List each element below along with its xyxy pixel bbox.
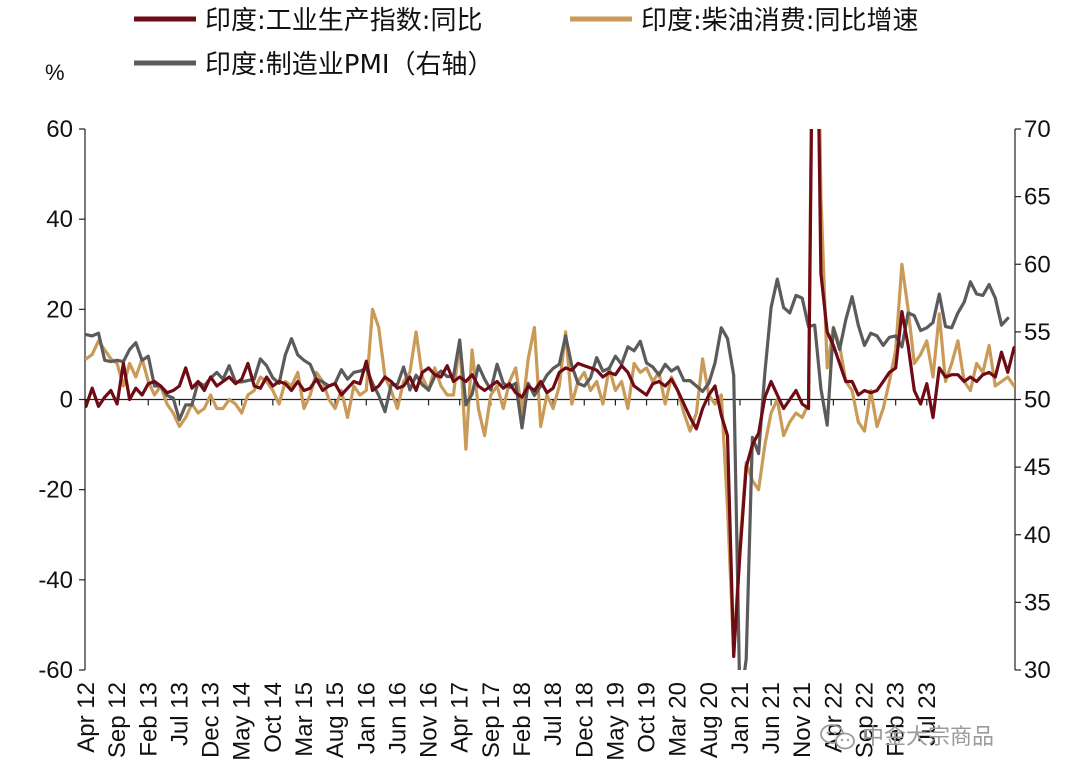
left-y-tick-label: 60 <box>46 116 73 143</box>
right-y-tick-label: 40 <box>1024 522 1051 549</box>
watermark-text: 中金大宗商品 <box>862 725 994 750</box>
x-tick-label: Aug 20 <box>696 682 723 758</box>
x-tick-label: Mar 20 <box>665 682 692 757</box>
right-y-tick-label: 60 <box>1024 251 1051 278</box>
legend-label-industrial-production: 印度:工业生产指数:同比 <box>205 6 483 36</box>
right-y-tick-label: 55 <box>1024 319 1051 346</box>
x-tick-label: Feb 18 <box>509 682 536 757</box>
x-tick-label: Mar 15 <box>291 682 318 757</box>
left-y-tick-label: -60 <box>38 657 73 684</box>
right-y-tick-label: 30 <box>1024 657 1051 684</box>
series-line-pmi <box>85 277 1010 670</box>
axes: -60 -40 -20 0 20 40 60 30 35 40 45 50 55 60 65 70 Apr 12… <box>38 116 1050 761</box>
x-tick-label: Feb 13 <box>135 682 162 757</box>
x-tick-label: Apr 12 <box>73 682 100 753</box>
x-tick-label: Jan 16 <box>353 682 380 754</box>
series-layer <box>85 129 1015 670</box>
x-tick-label: Apr 17 <box>447 682 474 753</box>
x-tick-label: Jul 13 <box>166 682 193 746</box>
x-tick-label: Jun 21 <box>758 682 785 754</box>
x-tick-label: May 14 <box>229 682 256 761</box>
wechat-icon <box>820 724 855 750</box>
right-y-tick-label: 50 <box>1024 387 1051 414</box>
right-y-tick-label: 65 <box>1024 184 1051 211</box>
x-tick-label: Jan 21 <box>727 682 754 754</box>
left-y-tick-label: 40 <box>46 206 73 233</box>
series-line-industrial-production <box>85 129 1015 659</box>
x-tick-label: Oct 19 <box>634 682 661 753</box>
y-axis-unit: % <box>45 60 65 85</box>
x-tick-label: Sep 17 <box>478 682 505 758</box>
x-tick-label: Feb 23 <box>883 682 910 757</box>
legend-label-pmi: 印度:制造业PMI（右轴） <box>205 50 494 80</box>
left-y-tick-label: -40 <box>38 567 73 594</box>
right-y-tick-label: 35 <box>1024 589 1051 616</box>
x-tick-label: Dec 18 <box>571 682 598 758</box>
right-y-tick-label: 45 <box>1024 454 1051 481</box>
x-tick-label: Jul 23 <box>914 682 941 746</box>
legend: 印度:工业生产指数:同比 印度:柴油消费:同比增速 印度:制造业PMI（右轴） <box>134 6 919 80</box>
x-tick-label: Aug 15 <box>322 682 349 758</box>
watermark: 中金大宗商品 <box>820 724 994 750</box>
x-tick-label: Dec 13 <box>198 682 225 758</box>
x-tick-label: Sep 22 <box>852 682 879 758</box>
x-tick-label: Oct 14 <box>260 682 287 753</box>
left-y-tick-label: 20 <box>46 296 73 323</box>
left-y-tick-label: -20 <box>38 477 73 504</box>
x-tick-label: Jul 18 <box>540 682 567 746</box>
x-tick-label: Sep 12 <box>104 682 131 758</box>
legend-label-diesel-consumption: 印度:柴油消费:同比增速 <box>641 6 919 36</box>
x-tick-label: May 19 <box>602 682 629 761</box>
x-tick-label: Jun 16 <box>384 682 411 754</box>
right-y-tick-label: 70 <box>1024 116 1051 143</box>
x-tick-label: Nov 16 <box>416 682 443 758</box>
series-line-diesel-consumption <box>85 129 1015 654</box>
left-y-tick-label: 0 <box>60 387 73 414</box>
x-tick-label: Nov 21 <box>789 682 816 758</box>
